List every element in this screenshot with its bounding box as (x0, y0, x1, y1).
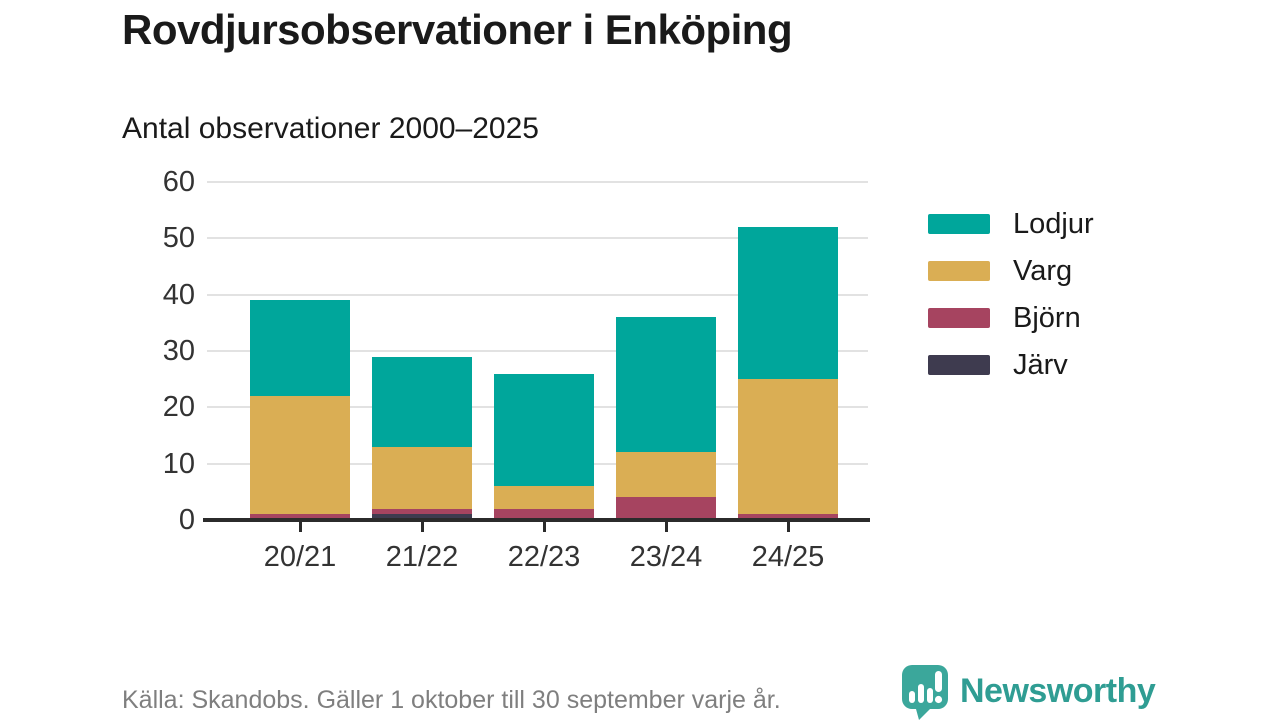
legend-label: Lodjur (1013, 208, 1094, 240)
gridline (207, 293, 868, 296)
legend-swatch (928, 261, 990, 281)
bar-segment-björn (738, 514, 838, 520)
stacked-bar-21-22 (372, 356, 472, 520)
y-tick-label: 20 (162, 391, 195, 424)
bar-segment-björn (616, 497, 716, 520)
legend-row-björn: Björn (928, 302, 1094, 334)
legend-label: Björn (1013, 302, 1081, 334)
bar-segment-lodjur (494, 373, 594, 487)
x-tick-label: 22/23 (507, 541, 581, 573)
y-tick-label: 30 (162, 335, 195, 367)
chart-title: Rovdjursobservationer i Enköping (122, 6, 793, 53)
bar-segment-lodjur (616, 317, 716, 453)
x-tick-label: 23/24 (629, 541, 703, 573)
gridline (207, 237, 868, 240)
x-tick (420, 522, 424, 532)
legend-swatch (928, 308, 990, 328)
bar-segment-järv (372, 514, 472, 520)
bar-segment-lodjur (738, 227, 838, 380)
legend-row-järv: Järv (928, 349, 1094, 381)
x-tick-label: 21/22 (385, 541, 459, 573)
bar-segment-varg (372, 446, 472, 509)
brand-wordmark: Newsworthy (960, 672, 1156, 710)
x-tick (542, 522, 546, 532)
legend-row-lodjur: Lodjur (928, 208, 1094, 240)
y-tick-label: 10 (162, 447, 195, 480)
x-tick (664, 522, 668, 532)
bar-segment-björn (250, 514, 350, 520)
y-tick-label: 0 (178, 504, 195, 536)
y-tick-label: 60 (162, 166, 195, 198)
source-note: Källa: Skandobs. Gäller 1 oktober till 3… (122, 686, 781, 714)
bar-segment-varg (494, 486, 594, 509)
bar-segment-björn (494, 508, 594, 520)
plot-area (207, 181, 868, 520)
bar-segment-varg (250, 396, 350, 515)
gridline (207, 181, 868, 183)
x-tick-label: 20/21 (263, 541, 337, 573)
y-tick-label: 50 (162, 222, 195, 255)
legend-label: Varg (1013, 255, 1073, 287)
brand-logo: Newsworthy (898, 664, 1156, 720)
stacked-bar-22-23 (494, 373, 594, 520)
y-axis-labels: 0 10 20 30 40 50 60 (100, 166, 195, 536)
bar-segment-lodjur (250, 300, 350, 397)
x-axis-line (203, 518, 870, 522)
stacked-bar-20-21 (250, 300, 350, 520)
bar-segment-björn (372, 508, 472, 515)
legend: Lodjur Varg Björn Järv (928, 208, 1094, 381)
legend-swatch (928, 355, 990, 375)
x-tick (786, 522, 790, 532)
gridline (207, 350, 868, 352)
legend-swatch (928, 214, 990, 234)
x-tick-label: 24/25 (751, 541, 825, 573)
legend-label: Järv (1013, 349, 1068, 381)
chart-subtitle: Antal observationer 2000–2025 (122, 112, 539, 145)
x-tick (298, 522, 302, 532)
bar-segment-varg (738, 379, 838, 515)
stacked-bar-23-24 (616, 317, 716, 520)
newsworthy-logo-icon (902, 665, 948, 720)
bar-segment-lodjur (372, 356, 472, 447)
y-tick-label: 40 (162, 278, 195, 311)
bar-segment-varg (616, 452, 716, 498)
stacked-bar-24-25 (738, 227, 838, 520)
legend-row-varg: Varg (928, 255, 1094, 287)
